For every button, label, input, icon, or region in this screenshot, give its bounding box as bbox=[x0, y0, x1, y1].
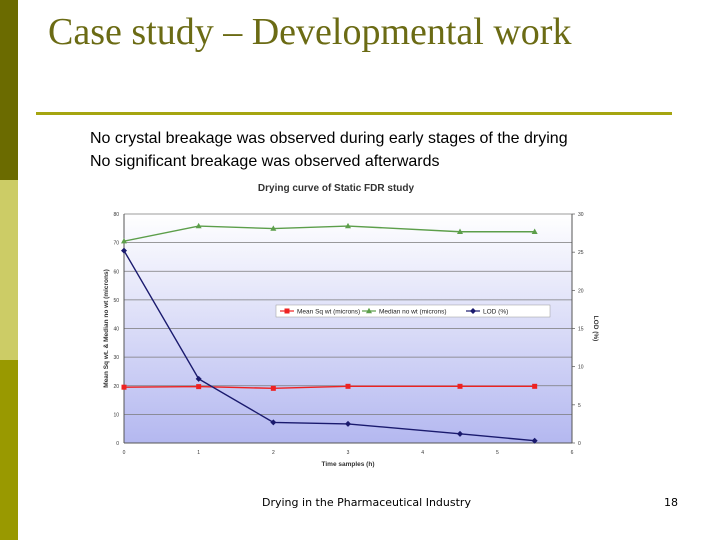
y-tick-label: 60 bbox=[113, 269, 119, 275]
data-point bbox=[345, 383, 351, 389]
x-axis-label: Time samples (h) bbox=[322, 461, 375, 468]
y2-tick-label: 20 bbox=[578, 288, 584, 294]
x-tick-label: 6 bbox=[571, 450, 574, 456]
y-tick-label: 70 bbox=[113, 241, 119, 247]
data-point bbox=[195, 222, 202, 229]
sidebar-accent bbox=[0, 0, 18, 540]
y2-tick-label: 15 bbox=[578, 327, 584, 333]
series-line bbox=[123, 385, 535, 390]
title-underline bbox=[36, 112, 672, 115]
data-point bbox=[284, 308, 290, 314]
x-tick-label: 4 bbox=[421, 450, 424, 456]
sidebar-segment-light bbox=[0, 180, 18, 360]
legend-box bbox=[275, 304, 551, 318]
x-tick-label: 1 bbox=[197, 450, 200, 456]
data-point bbox=[121, 247, 127, 254]
x-tick-label: 5 bbox=[496, 450, 499, 456]
slide-title: Case study – Developmental work bbox=[48, 11, 572, 53]
y2-tick-label: 25 bbox=[578, 250, 584, 256]
data-point bbox=[531, 228, 538, 234]
data-point bbox=[345, 222, 351, 229]
bullet-item: No significant breakage was observed aft… bbox=[90, 153, 440, 170]
data-point bbox=[470, 308, 476, 314]
y2-tick-label: 10 bbox=[578, 365, 584, 371]
x-tick-label: 3 bbox=[347, 450, 350, 456]
data-point bbox=[270, 385, 276, 391]
data-point bbox=[121, 384, 127, 390]
y2-tick-label: 30 bbox=[578, 212, 584, 218]
x-tick-label: 2 bbox=[272, 450, 275, 456]
y2-axis-label: LOD (%) bbox=[592, 316, 599, 342]
data-point bbox=[270, 419, 277, 426]
footer-text: Drying in the Pharmaceutical Industry bbox=[262, 496, 471, 509]
y-tick-label: 10 bbox=[113, 412, 119, 418]
y-tick-label: 30 bbox=[113, 355, 119, 361]
y-tick-label: 20 bbox=[113, 384, 119, 390]
y-tick-label: 80 bbox=[113, 212, 119, 218]
data-point bbox=[457, 383, 463, 389]
data-point bbox=[531, 437, 538, 444]
data-point bbox=[121, 237, 127, 244]
y-axis-label: Mean Sq wt. & Median no wt (microns) bbox=[103, 269, 110, 387]
x-tick-label: 0 bbox=[123, 450, 126, 456]
y2-tick-label: 0 bbox=[578, 441, 581, 447]
bullet-list: No crystal breakage was observed during … bbox=[90, 127, 568, 173]
bullet-item: No crystal breakage was observed during … bbox=[90, 130, 568, 147]
series-line bbox=[123, 250, 535, 442]
chart-title: Drying curve of Static FDR study bbox=[258, 183, 415, 194]
drying-curve-chart: Drying curve of Static FDR study01020304… bbox=[103, 183, 599, 468]
legend-label: Mean Sq wt (microns) bbox=[297, 308, 360, 315]
data-point bbox=[366, 307, 372, 314]
page-number: 18 bbox=[664, 496, 678, 509]
y2-tick-label: 5 bbox=[578, 403, 581, 409]
series-line bbox=[123, 225, 535, 242]
data-point bbox=[457, 430, 463, 437]
data-point bbox=[195, 375, 202, 382]
sidebar-segment-dark-top bbox=[0, 0, 18, 180]
y-tick-label: 0 bbox=[116, 441, 119, 447]
data-point bbox=[457, 228, 463, 234]
data-point bbox=[196, 384, 202, 390]
sidebar-segment-dark-bottom bbox=[0, 360, 18, 540]
legend-label: LOD (%) bbox=[483, 308, 508, 315]
data-point bbox=[532, 383, 538, 389]
y-tick-label: 40 bbox=[113, 327, 119, 333]
legend-label: Median no wt (microns) bbox=[379, 308, 447, 315]
data-point bbox=[270, 225, 277, 231]
data-point bbox=[345, 420, 351, 427]
y-tick-label: 50 bbox=[113, 298, 119, 304]
